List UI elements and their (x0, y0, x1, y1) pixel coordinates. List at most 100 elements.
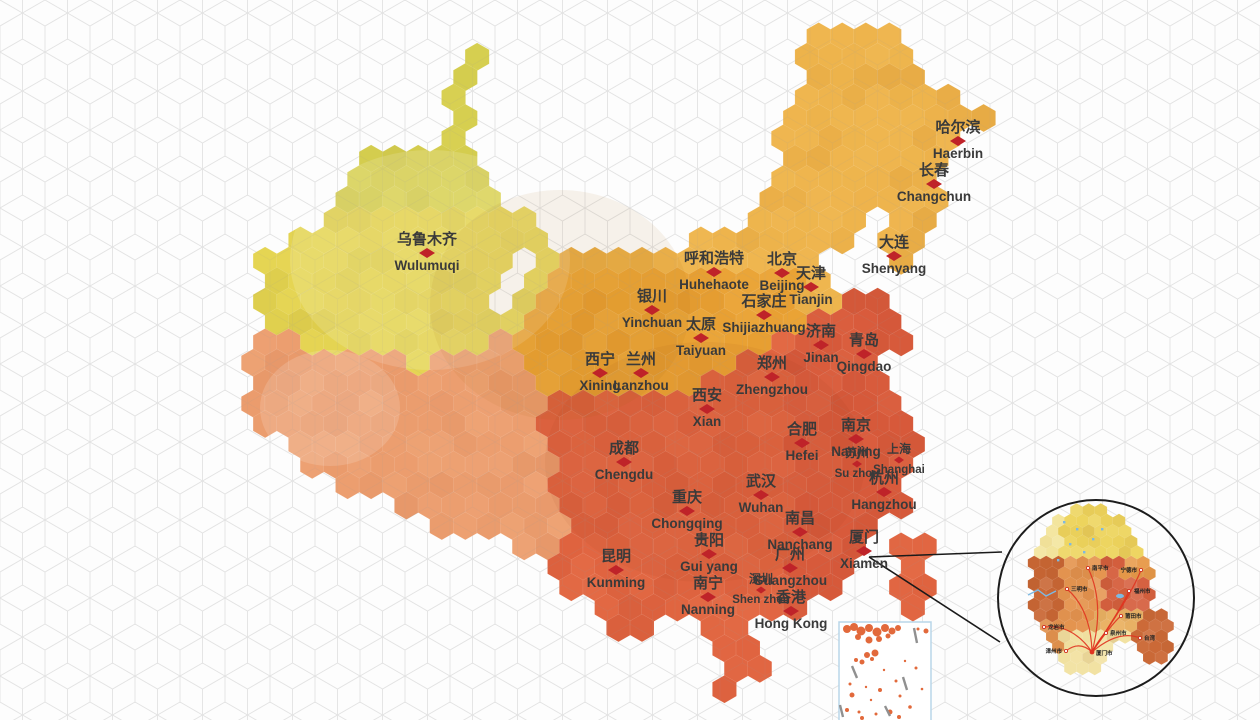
city-label-pinyin: Nanning (681, 602, 735, 617)
inset-city-label: 南平市 (1092, 564, 1109, 572)
city-label-pinyin: Nanjing (831, 444, 881, 459)
city-marker-icon (700, 592, 716, 602)
city-label-pinyin: Zhengzhou (736, 382, 808, 397)
city-label-zh: 昆明 (601, 548, 631, 565)
city-beijing[interactable]: 北京 Beijing (759, 250, 804, 293)
city-marker-icon (950, 136, 966, 146)
city-haerbin[interactable]: 哈尔滨 Haerbin (933, 118, 983, 161)
flight-line (1066, 588, 1093, 653)
city-xiamen[interactable]: 厦门 Xiamen (840, 528, 888, 571)
flight-line (1087, 567, 1099, 653)
city-nanning[interactable]: 南宁 Nanning (681, 574, 735, 617)
sea-island-dot (854, 658, 858, 662)
inset-city-dot (1103, 630, 1109, 636)
city-huhehaote[interactable]: 呼和浩特 Huhehaote (679, 249, 749, 292)
inset-city-label: 泉州市 (1109, 629, 1127, 637)
city-label-zh: 哈尔滨 (935, 118, 980, 136)
city-shanghai[interactable]: 上海 Shanghai (873, 441, 925, 476)
city-hangzhou[interactable]: 杭州 Hangzhou (851, 469, 916, 512)
city-marker-icon (813, 340, 829, 350)
sea-island-dot (865, 636, 873, 644)
city-tianjin[interactable]: 天津 Tianjin (789, 264, 832, 307)
sea-island-dot (920, 687, 924, 691)
city-jinan[interactable]: 济南 Jinan (803, 322, 838, 365)
city-marker-icon (794, 438, 810, 448)
inset-city-dot (1137, 635, 1143, 641)
inset-city-福州市[interactable]: 福州市 (1126, 587, 1151, 595)
city-marker-icon (848, 434, 864, 444)
inset-city-漳州市[interactable]: 漳州市 (1045, 647, 1069, 655)
city-marker-icon (644, 305, 660, 315)
sea-island-dot (923, 628, 929, 634)
city-su-zhou[interactable]: 苏州 Su zhou (835, 445, 880, 480)
inset-city-莆田市[interactable]: 莆田市 (1118, 612, 1142, 620)
city-marker-icon (783, 606, 799, 616)
city-wulumuqi[interactable]: 乌鲁木齐 Wulumuqi (395, 230, 460, 273)
city-chongqing[interactable]: 重庆 Chongqing (651, 488, 722, 531)
city-shijiazhuang[interactable]: 石家庄 Shijiazhuang (722, 292, 805, 335)
sea-island-dot (881, 624, 889, 632)
inset-city-三明市[interactable]: 三明市 (1064, 585, 1088, 593)
city-marker-icon (894, 456, 904, 464)
inset-water-dot (1063, 521, 1066, 524)
south-china-sea-inset (838, 621, 932, 720)
sea-island-dot (859, 659, 865, 665)
inset-city-label: 漳州市 (1045, 647, 1062, 655)
photo-highlight (260, 350, 400, 466)
city-guangzhou[interactable]: 广州 Guangzhou (753, 545, 827, 588)
sea-island-dot (871, 649, 879, 657)
inset-hub-dot (1089, 649, 1095, 655)
city-label-pinyin: Changchun (897, 189, 971, 204)
city-label-zh: 香港 (776, 588, 807, 606)
city-label-zh: 深圳 (749, 571, 773, 586)
city-taiyuan[interactable]: 太原 Taiyuan (676, 315, 726, 358)
sea-dash-line (883, 705, 892, 717)
inset-city-宁德市[interactable]: 宁德市 (1120, 566, 1144, 574)
city-label-zh: 大连 (879, 233, 910, 251)
city-kunming[interactable]: 昆明 Kunming (587, 548, 646, 590)
city-zhengzhou[interactable]: 郑州 Zhengzhou (736, 354, 808, 397)
city-changchun[interactable]: 长春 Changchun (897, 161, 971, 204)
flight-line (1091, 635, 1141, 653)
city-qingdao[interactable]: 青岛 Qingdao (837, 331, 892, 374)
map-hex (971, 103, 996, 133)
city-wuhan[interactable]: 武汉 Wuhan (739, 472, 784, 515)
city-marker-icon (616, 457, 632, 467)
city-shen-zhen[interactable]: 深圳 Shen zhen (732, 571, 790, 606)
city-label-pinyin: Yinchuan (622, 315, 682, 330)
inset-city-南平市[interactable]: 南平市 (1085, 564, 1109, 572)
city-label-pinyin: Wuhan (739, 500, 784, 515)
inset-city-厦门市[interactable]: 厦门市 (1089, 649, 1113, 657)
sea-dash-line (838, 704, 845, 718)
city-label-zh: 石家庄 (740, 292, 786, 310)
city-label-pinyin: Xining (579, 378, 620, 393)
inset-city-泉州市[interactable]: 泉州市 (1103, 629, 1127, 637)
inset-city-dot (1085, 565, 1091, 571)
city-chengdu[interactable]: 成都 Chengdu (595, 439, 654, 482)
sea-dash-line (901, 676, 909, 691)
city-nanchang[interactable]: 南昌 Nanchang (767, 509, 832, 552)
city-nanjing[interactable]: 南京 Nanjing (831, 416, 881, 459)
city-label-zh: 杭州 (869, 469, 899, 487)
city-label-zh: 南昌 (785, 509, 815, 527)
city-gui-yang[interactable]: 贵阳 Gui yang (680, 531, 738, 574)
city-label-zh: 南京 (841, 416, 871, 434)
city-label-pinyin: Qingdao (837, 359, 892, 374)
city-lanzhou[interactable]: 兰州 Lanzhou (613, 350, 669, 393)
inset-city-dot (1041, 624, 1047, 630)
city-label-pinyin: Shen zhen (732, 594, 790, 606)
city-shenyang[interactable]: 大连 Shenyang (862, 233, 927, 276)
city-yinchuan[interactable]: 银川 Yinchuan (622, 287, 682, 330)
city-xian[interactable]: 西安 Xian (692, 386, 722, 429)
inset-city-台湾[interactable]: 台湾 (1137, 634, 1156, 642)
inset-city-龙岩市[interactable]: 龙岩市 (1041, 623, 1065, 631)
city-label-pinyin: Shenyang (862, 261, 927, 276)
sea-island-dot (872, 627, 882, 637)
city-xining[interactable]: 西宁 Xining (579, 350, 620, 393)
sea-island-dot (870, 657, 874, 661)
inset-city-label: 福州市 (1133, 587, 1151, 595)
city-hong-kong[interactable]: 香港 Hong Kong (755, 588, 828, 631)
flight-line (1043, 626, 1093, 653)
city-hefei[interactable]: 合肥 Hefei (785, 420, 818, 463)
